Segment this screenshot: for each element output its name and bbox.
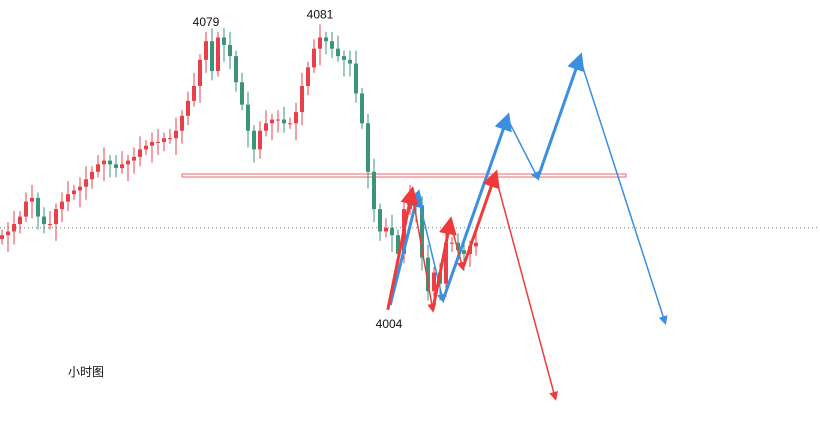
candle-body <box>114 164 118 169</box>
candle-body <box>96 164 100 172</box>
candle-body <box>186 100 190 116</box>
candle-body <box>474 242 478 247</box>
candle-body <box>0 235 4 239</box>
red-scenario-arrow <box>449 221 466 271</box>
candle-body <box>360 93 364 124</box>
candle-body <box>198 59 202 86</box>
candle-body <box>228 44 232 57</box>
candle-body <box>90 171 94 180</box>
candle-body <box>450 242 454 244</box>
candle-body <box>12 224 16 232</box>
candle-body <box>372 171 376 210</box>
candle-body <box>330 41 334 49</box>
candle-body <box>432 272 436 292</box>
price-label: 4079 <box>193 15 220 29</box>
support-line <box>181 173 627 178</box>
candle-body <box>222 37 226 45</box>
candle-body <box>84 179 88 187</box>
candle-body <box>168 138 172 140</box>
candle-body <box>336 48 340 57</box>
candle-body <box>174 130 178 139</box>
candle-body <box>54 209 58 225</box>
candle-body <box>126 160 130 165</box>
candle-body <box>120 164 124 169</box>
candle-body <box>144 145 148 150</box>
red-scenario-arrow <box>494 174 558 401</box>
candle-body <box>354 63 358 94</box>
blue-scenario-arrow <box>441 112 512 301</box>
candle-body <box>60 201 64 210</box>
chart-title: 小时图 <box>68 365 104 379</box>
candle-body <box>216 37 220 72</box>
candle-body <box>18 216 22 225</box>
red-scenario-arrow <box>461 169 500 269</box>
price-label: 4081 <box>307 8 334 22</box>
candle-body <box>246 104 250 131</box>
candle-body <box>462 250 466 254</box>
candle-body <box>150 141 154 146</box>
red-scenario-arrow <box>386 186 419 311</box>
blue-scenario-arrow <box>388 189 424 306</box>
candle-body <box>348 59 352 64</box>
candle-body <box>138 149 142 157</box>
candle-body <box>132 156 136 161</box>
candle-body <box>180 115 184 131</box>
candle-body <box>240 82 244 105</box>
candle-body <box>378 209 382 232</box>
candle-body <box>306 67 310 86</box>
candle-body <box>300 85 304 113</box>
candle-body <box>282 119 286 124</box>
price-label: 4004 <box>376 317 403 331</box>
candle-body <box>420 205 424 258</box>
candle-body <box>66 194 70 202</box>
candle-body <box>318 37 322 49</box>
candle-body <box>162 138 166 142</box>
candle-body <box>288 123 292 125</box>
candle-body <box>156 141 160 143</box>
candle-body <box>36 197 40 217</box>
candle-body <box>258 130 262 150</box>
candle-body <box>342 56 346 60</box>
candle-body <box>426 257 430 292</box>
candle-body <box>108 160 112 165</box>
candle-body <box>78 186 82 191</box>
blue-scenario-arrow <box>506 117 540 181</box>
candle-body <box>6 231 10 236</box>
red-scenario-arrow <box>431 216 457 311</box>
candle-body <box>294 112 298 124</box>
candle-body <box>384 227 388 232</box>
blue-scenario-arrow <box>579 57 668 326</box>
candle-body <box>48 224 52 226</box>
candle-body <box>324 37 328 42</box>
candle-body <box>210 41 214 72</box>
candle-body <box>30 197 34 202</box>
red-scenario-arrow <box>411 191 437 313</box>
blue-scenario-arrow <box>536 52 585 179</box>
candle-body <box>366 123 370 172</box>
candle-body <box>456 242 460 251</box>
candle-body <box>252 130 256 150</box>
candle-body <box>312 48 316 68</box>
candle-body <box>192 85 196 101</box>
candle-body <box>444 242 448 284</box>
candle-body <box>270 119 274 124</box>
candle-body <box>390 227 394 236</box>
candle-body <box>102 160 106 165</box>
candle-body <box>42 216 46 225</box>
candle-body <box>24 201 28 217</box>
candle-body <box>72 190 76 195</box>
candle-body <box>276 119 280 121</box>
candle-body <box>204 41 208 60</box>
candle-body <box>234 56 238 83</box>
candle-body <box>396 235 400 254</box>
candle-body <box>264 123 268 131</box>
